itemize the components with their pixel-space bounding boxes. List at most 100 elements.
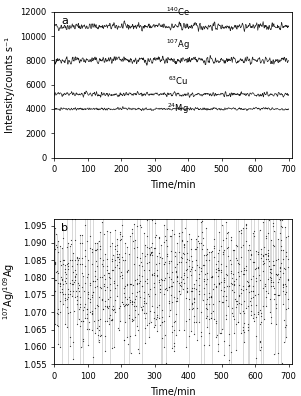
Point	[276, 350, 281, 356]
Point	[222, 279, 227, 286]
Point	[169, 283, 174, 289]
Point	[121, 303, 126, 310]
Point	[140, 272, 144, 279]
Point	[73, 216, 77, 222]
Point	[120, 299, 125, 306]
Point	[245, 283, 250, 289]
Point	[186, 231, 191, 238]
Point	[69, 263, 74, 270]
Point	[136, 311, 141, 318]
Point	[96, 238, 101, 244]
Point	[228, 270, 233, 276]
Point	[219, 269, 223, 276]
Point	[267, 258, 272, 265]
Point	[231, 329, 236, 336]
Point	[230, 312, 235, 319]
Point	[68, 287, 73, 294]
Point	[205, 312, 210, 319]
Point	[194, 319, 198, 325]
Point	[271, 282, 275, 289]
Point	[260, 253, 265, 260]
Point	[88, 202, 92, 208]
Point	[197, 282, 201, 289]
Point	[195, 244, 200, 250]
Point	[180, 286, 185, 292]
Point	[207, 294, 212, 300]
Point	[135, 253, 140, 260]
Point	[169, 248, 173, 254]
Point	[248, 308, 253, 314]
Point	[284, 306, 288, 312]
Point	[82, 315, 87, 322]
Point	[79, 344, 84, 350]
Point	[121, 337, 126, 343]
Point	[61, 257, 66, 263]
Point	[178, 213, 183, 219]
Point	[88, 308, 92, 315]
Point	[113, 285, 117, 291]
Point	[98, 333, 102, 339]
Point	[128, 297, 132, 303]
Point	[225, 282, 230, 289]
Point	[71, 356, 76, 362]
Point	[138, 293, 142, 300]
Point	[99, 331, 104, 338]
Point	[158, 242, 163, 248]
Point	[73, 267, 78, 274]
Point	[284, 322, 288, 328]
Point	[148, 286, 153, 293]
Point	[173, 298, 178, 305]
Point	[182, 270, 186, 276]
Point	[108, 275, 113, 281]
Point	[98, 243, 102, 249]
Point	[96, 323, 101, 329]
Point	[140, 374, 145, 380]
Point	[237, 292, 242, 298]
Point	[240, 324, 245, 331]
Point	[277, 276, 282, 282]
Point	[225, 244, 230, 250]
Point	[182, 326, 186, 333]
Point	[94, 258, 99, 265]
Point	[240, 242, 245, 248]
Point	[203, 281, 208, 287]
Point	[255, 308, 260, 315]
Point	[166, 298, 171, 304]
Point	[188, 328, 193, 335]
Point	[125, 334, 129, 340]
Point	[73, 274, 77, 280]
Point	[192, 313, 197, 320]
Point	[244, 222, 248, 228]
Point	[165, 148, 169, 154]
Point	[215, 273, 220, 280]
Point	[125, 302, 129, 308]
Point	[285, 264, 290, 270]
Point	[245, 327, 250, 333]
Point	[232, 278, 237, 284]
Point	[84, 186, 89, 192]
Point	[170, 329, 175, 335]
Point	[157, 279, 161, 285]
Point	[91, 354, 96, 360]
Point	[150, 271, 155, 277]
Point	[190, 300, 194, 307]
Point	[269, 274, 274, 281]
Point	[242, 265, 247, 271]
Point	[131, 221, 136, 227]
Point	[54, 322, 59, 328]
Point	[136, 346, 141, 352]
Point	[200, 262, 205, 268]
Y-axis label: Intensity/counts s⁻¹: Intensity/counts s⁻¹	[5, 37, 15, 133]
Point	[150, 249, 155, 255]
Point	[168, 258, 173, 264]
Point	[108, 317, 113, 324]
Point	[208, 293, 213, 299]
Point	[252, 233, 257, 240]
Point	[91, 318, 96, 324]
Point	[133, 314, 138, 320]
Point	[237, 293, 242, 299]
Point	[96, 337, 101, 343]
Point	[277, 264, 282, 270]
Point	[128, 333, 133, 339]
Point	[259, 255, 263, 261]
